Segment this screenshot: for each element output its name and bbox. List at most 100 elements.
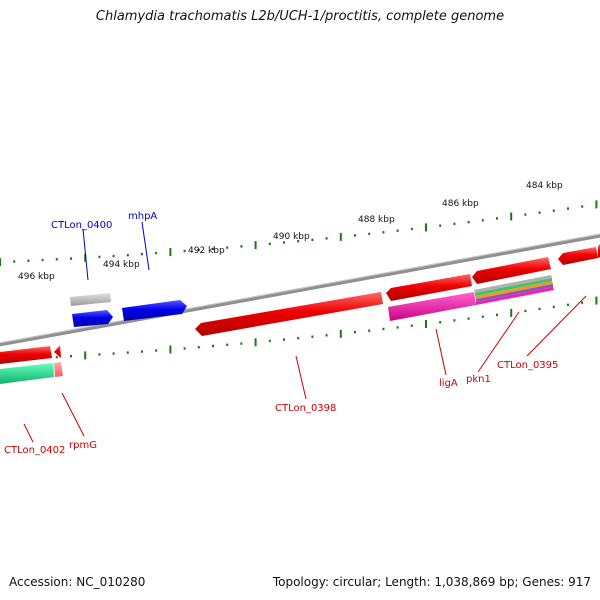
- ruler-minor-tick: [439, 321, 442, 324]
- gene-arrow-ctlon-0400[interactable]: [72, 310, 113, 327]
- gene-label-ctlon-0400[interactable]: CTLon_0400: [51, 220, 112, 231]
- leader-line: [82, 228, 89, 281]
- ruler-minor-tick: [439, 224, 442, 227]
- ruler-minor-tick: [226, 343, 229, 346]
- ruler-minor-tick: [41, 258, 44, 262]
- ruler-major-tick: [510, 212, 513, 221]
- ruler-major-tick: [339, 232, 342, 241]
- map-title: Chlamydia trachomatis L2b/UCH-1/proctiti…: [95, 9, 505, 24]
- ruler-minor-tick: [297, 240, 300, 243]
- leader-line: [141, 221, 150, 271]
- gene-label-ctlon-0398[interactable]: CTLon_0398: [275, 403, 336, 414]
- gene-label-ctlon-0395[interactable]: CTLon_0395: [497, 360, 558, 371]
- ruler-minor-tick: [410, 324, 413, 327]
- ruler-minor-tick: [98, 255, 101, 259]
- gene-label-ctlon-0402[interactable]: CTLon_0402: [4, 445, 65, 456]
- ruler-label: 484 kbp: [526, 181, 563, 191]
- ruler-minor-tick: [141, 350, 143, 353]
- ruler-major-tick: [84, 253, 87, 262]
- ruler-minor-tick: [240, 245, 243, 248]
- ruler-minor-tick: [112, 352, 115, 355]
- ruler-label: 490 kbp: [273, 232, 310, 242]
- leader-line: [477, 311, 520, 373]
- ruler-minor-tick: [481, 219, 484, 222]
- ruler-minor-tick: [126, 253, 129, 257]
- ruler-major-tick: [254, 338, 257, 347]
- ruler-minor-tick: [197, 248, 200, 252]
- ruler-minor-tick: [496, 313, 498, 317]
- ruler-minor-tick: [13, 260, 16, 263]
- ruler-minor-tick: [212, 344, 214, 348]
- ruler-minor-tick: [70, 257, 72, 260]
- gene-arrow-ctlon-0398[interactable]: [195, 292, 383, 336]
- ruler-minor-tick: [382, 231, 385, 234]
- ruler-minor-tick: [453, 222, 456, 226]
- ruler-minor-tick: [382, 327, 385, 331]
- ruler-major-tick: [169, 248, 172, 257]
- ruler-major-tick: [425, 223, 427, 232]
- ruler-minor-tick: [98, 353, 101, 356]
- cog-bar-pkn1: [474, 275, 554, 305]
- ruler-minor-tick: [410, 227, 413, 231]
- gene-arrow-ctlon-0400-grey[interactable]: [70, 293, 111, 306]
- ruler-label: 488 kbp: [358, 215, 395, 225]
- ruler-minor-tick: [467, 220, 470, 224]
- gene-label-mhpA[interactable]: mhpA: [128, 211, 157, 222]
- ruler-minor-tick: [226, 246, 229, 249]
- ruler-minor-tick: [126, 351, 129, 354]
- ruler-minor-tick: [368, 232, 371, 236]
- gene-arrow-ctlon-0394[interactable]: [558, 247, 598, 265]
- gene-arrow-ctlon-0397[interactable]: [386, 274, 472, 301]
- ruler-minor-tick: [283, 338, 285, 341]
- ruler-minor-tick: [567, 303, 569, 306]
- leader-line: [435, 328, 447, 376]
- ruler-minor-tick: [581, 205, 584, 208]
- leader-line: [526, 295, 587, 357]
- ruler-label: 494 kbp: [103, 260, 140, 270]
- gene-arrow-rpmG[interactable]: [54, 345, 61, 358]
- ruler-minor-tick: [325, 334, 328, 337]
- leader-line: [295, 355, 307, 400]
- ruler-minor-tick: [453, 319, 456, 322]
- ruler-major-tick: [425, 320, 427, 328]
- ruler-minor-tick: [311, 238, 314, 241]
- gene-arrow-ctlon-0402[interactable]: [0, 346, 52, 364]
- ruler-minor-tick: [297, 337, 300, 340]
- ruler-minor-tick: [467, 317, 470, 320]
- ruler-minor-tick: [55, 258, 58, 261]
- gene-arrow-mhpA[interactable]: [122, 300, 187, 321]
- ruler-major-tick: [254, 241, 257, 250]
- ruler-minor-tick: [354, 331, 356, 334]
- ruler-minor-tick: [268, 339, 271, 343]
- ruler-minor-tick: [141, 252, 143, 256]
- ruler-major-tick: [0, 258, 1, 267]
- gene-arrow-ctlon-0396[interactable]: [472, 257, 551, 284]
- ruler-major-tick: [339, 329, 342, 338]
- ruler-minor-tick: [311, 335, 314, 338]
- ruler-minor-tick: [368, 329, 371, 332]
- ruler-minor-tick: [283, 241, 285, 244]
- gene-label-pkn1[interactable]: pkn1: [466, 374, 491, 385]
- gene-label-ligA[interactable]: ligA: [439, 378, 458, 389]
- ruler-minor-tick: [524, 309, 527, 313]
- genome-backbone-highlight: [0, 233, 600, 344]
- ruler-minor-tick: [112, 254, 115, 258]
- cog-bar-ligA: [388, 292, 476, 321]
- ruler-minor-tick: [197, 346, 200, 349]
- ruler-minor-tick: [27, 259, 30, 262]
- gene-label-rpmG[interactable]: rpmG: [69, 440, 97, 451]
- genome-backbone: [0, 233, 600, 347]
- ruler-ticks-outer: [0, 200, 598, 267]
- ruler-label: 496 kbp: [18, 272, 55, 282]
- ruler-minor-tick: [325, 237, 328, 240]
- ruler-minor-tick: [581, 301, 584, 304]
- ruler-minor-tick: [155, 251, 158, 255]
- ruler-major-tick: [169, 345, 172, 354]
- ruler-minor-tick: [567, 207, 569, 210]
- ruler-minor-tick: [268, 242, 271, 245]
- ruler-minor-tick: [55, 355, 58, 359]
- ruler-major-tick: [84, 351, 87, 360]
- ruler-minor-tick: [396, 326, 399, 329]
- ruler-minor-tick: [240, 342, 243, 345]
